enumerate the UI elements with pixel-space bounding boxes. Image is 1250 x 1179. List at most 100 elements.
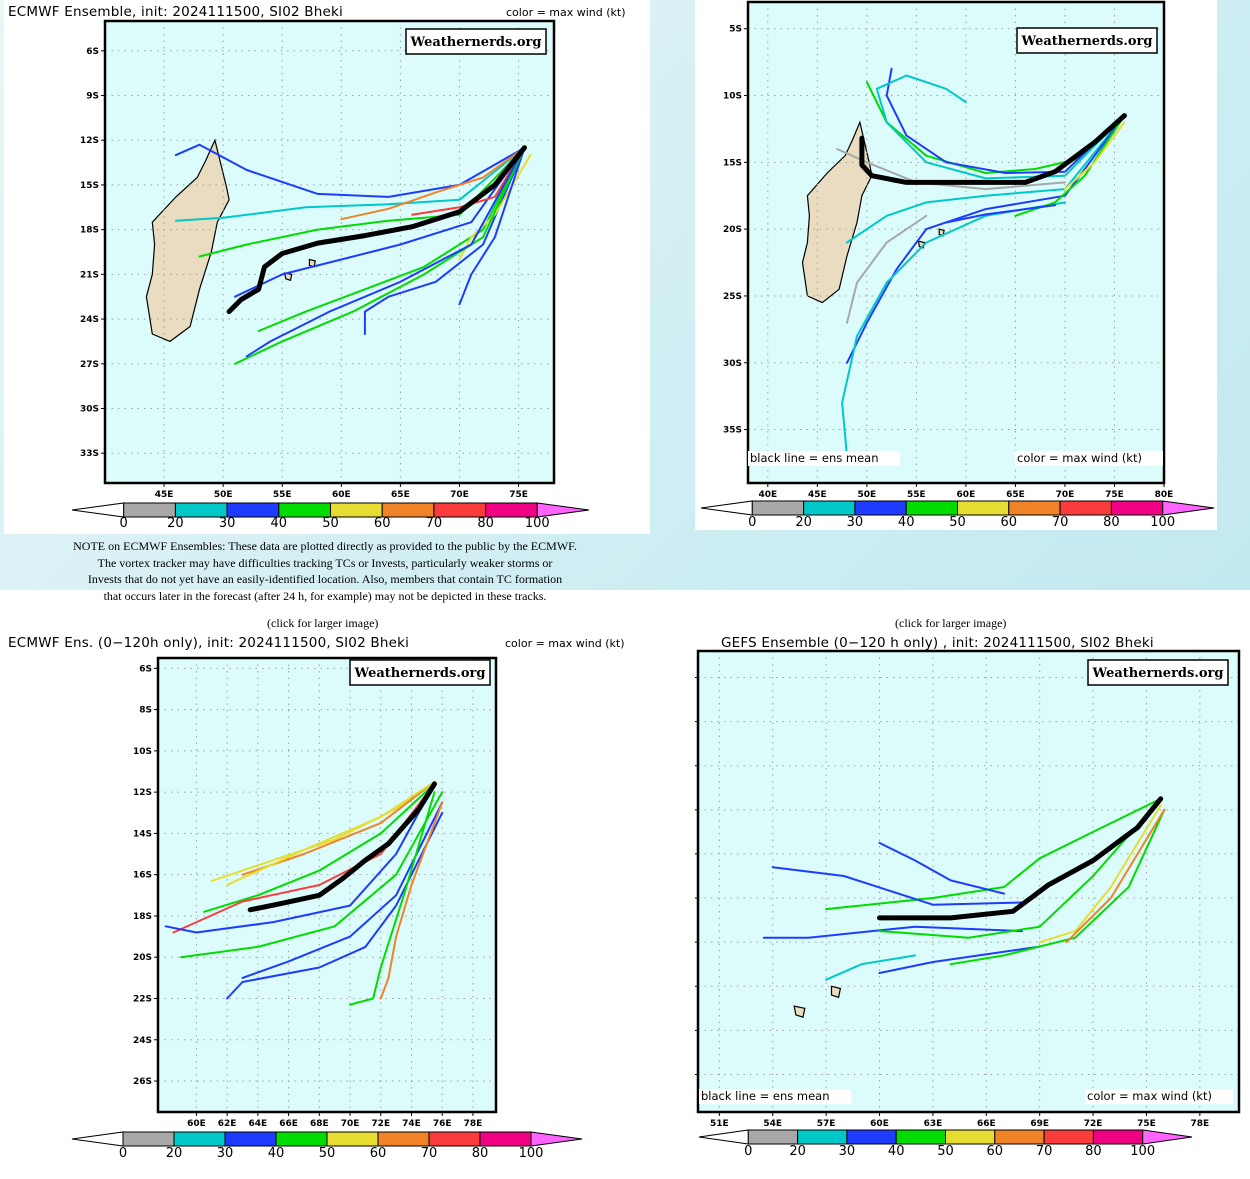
color-legend-caption: color = max wind (kt) bbox=[506, 6, 626, 19]
color-legend-box bbox=[1015, 451, 1163, 466]
colorbar-label: 80 bbox=[477, 516, 494, 531]
y-tick-label: 8S bbox=[139, 706, 152, 716]
y-tick-label: 20S bbox=[133, 953, 152, 963]
colorbar-max-triangle bbox=[530, 1131, 583, 1147]
ensemble-mean-track bbox=[226, 145, 527, 315]
colorbar-label: 30 bbox=[217, 1146, 234, 1161]
color-legend-text: color = max wind (kt) bbox=[1017, 451, 1142, 465]
colorbar-max-triangle bbox=[1162, 500, 1215, 516]
grid-lines bbox=[158, 658, 496, 1112]
colorbar-label: 0 bbox=[120, 516, 128, 531]
member-track bbox=[226, 780, 436, 886]
colorbar-segment bbox=[174, 502, 228, 518]
colorbar-segment bbox=[895, 1129, 946, 1145]
x-tick-label: 50E bbox=[214, 490, 233, 500]
colorbar-label: 70 bbox=[1036, 1144, 1053, 1159]
click-for-larger-link-gefs[interactable]: (click for larger image) bbox=[895, 616, 1007, 630]
colorbar-segment bbox=[433, 502, 487, 518]
landmass-group bbox=[793, 985, 842, 1018]
x-tick-label: 60E bbox=[187, 1119, 206, 1129]
ecmwf-ensemble-panel[interactable]: ECMWF Ensemble, init: 2024111500, SI02 B… bbox=[4, 0, 650, 534]
gefs-ensemble-panel[interactable]: GEFS Ensemble, init: 2024111500, SI02 Bh… bbox=[695, 0, 1217, 530]
colorbar-segment bbox=[1110, 500, 1164, 516]
member-track bbox=[241, 801, 444, 979]
member-track bbox=[226, 811, 444, 1000]
click-for-larger-link-ecmwf[interactable]: (click for larger image) bbox=[267, 616, 379, 630]
reunion-land bbox=[283, 272, 293, 282]
y-tick-label: 12S bbox=[133, 788, 152, 798]
y-tick-label: 18S bbox=[133, 912, 152, 922]
y-tick-label: 24S bbox=[133, 1036, 152, 1046]
x-tick-label: 75E bbox=[509, 490, 528, 500]
colorbar-label: 60 bbox=[987, 1144, 1004, 1159]
watermark-box bbox=[405, 28, 547, 55]
y-tick-label: 26S bbox=[133, 1077, 152, 1087]
colorbar-max-triangle bbox=[536, 502, 590, 518]
x-tick-label: 66E bbox=[977, 1119, 996, 1129]
y-tick-label: 16S bbox=[133, 871, 152, 881]
member-track bbox=[945, 204, 1056, 224]
gefs-120h-panel[interactable]: GEFS Ensemble (0−120 h only) , init: 202… bbox=[695, 632, 1250, 1179]
ensemble-mean-track bbox=[859, 113, 1127, 185]
colorbar-segment bbox=[945, 1129, 996, 1145]
grid-lines bbox=[698, 651, 1239, 1112]
x-tick-label: 74E bbox=[402, 1119, 421, 1129]
colorbar-label: 40 bbox=[271, 516, 288, 531]
y-tick-label: 30S bbox=[80, 404, 99, 414]
member-track bbox=[180, 791, 444, 959]
note-line: NOTE on ECMWF Ensembles: These data are … bbox=[73, 539, 577, 553]
y-tick-label: 18S bbox=[80, 226, 99, 236]
colorbar-label: 20 bbox=[795, 515, 812, 530]
colorbar-label: 40 bbox=[268, 1146, 285, 1161]
y-tick-label: 25S bbox=[723, 292, 742, 302]
member-track bbox=[1038, 804, 1162, 944]
y-tick-label: 33S bbox=[80, 449, 99, 459]
member-track bbox=[257, 146, 526, 332]
colorbar-segment bbox=[479, 1131, 532, 1147]
y-tick-label: 10S bbox=[723, 92, 742, 102]
colorbar-label: 70 bbox=[421, 1146, 438, 1161]
colorbar-segment bbox=[803, 500, 856, 516]
member-tracks bbox=[174, 143, 532, 365]
member-track bbox=[363, 146, 526, 335]
panel-title: GEFS Ensemble (0−120 h only) , init: 202… bbox=[721, 635, 1154, 651]
note-line: The vortex tracker may have difficulties… bbox=[97, 555, 553, 570]
colorbar-label: 20 bbox=[789, 1144, 806, 1159]
colorbar-max-triangle bbox=[1142, 1129, 1193, 1145]
colorbar-segment bbox=[377, 1131, 430, 1147]
colorbar-segment bbox=[326, 1131, 379, 1147]
member-track bbox=[245, 146, 526, 358]
colorbar-min-triangle bbox=[71, 1131, 124, 1147]
x-tick-label: 72E bbox=[371, 1119, 390, 1129]
x-tick-label: 68E bbox=[310, 1119, 329, 1129]
y-tick-label: 24S bbox=[80, 315, 99, 325]
color-legend-box bbox=[1085, 1089, 1233, 1104]
mean-legend-box bbox=[748, 451, 900, 466]
colorbar-label: 100 bbox=[1130, 1144, 1155, 1159]
ecmwf-120h-panel[interactable]: ECMWF Ens. (0−120h only), init: 20241115… bbox=[0, 632, 650, 1179]
x-tick-label: 54E bbox=[763, 1119, 782, 1129]
colorbar-segment bbox=[1092, 1129, 1144, 1145]
x-tick-label: 65E bbox=[1006, 490, 1025, 500]
plot-frame bbox=[103, 19, 556, 485]
member-track bbox=[174, 146, 526, 222]
colorbar-label: 0 bbox=[744, 1144, 752, 1159]
colorbar-label: 100 bbox=[519, 1146, 544, 1161]
ensemble-mean-track bbox=[247, 781, 437, 913]
y-tick-label: 9S bbox=[86, 92, 99, 102]
colorbar-segment bbox=[854, 500, 907, 516]
member-track bbox=[1064, 121, 1126, 191]
member-track bbox=[379, 801, 444, 1000]
colorbar-segment bbox=[957, 500, 1010, 516]
colorbar-segment bbox=[226, 502, 280, 518]
member-track bbox=[878, 945, 1041, 974]
x-tick-label: 70E bbox=[1056, 490, 1075, 500]
note-line: Invests that do not yet have an easily-i… bbox=[87, 572, 563, 586]
colorbar-min-triangle bbox=[698, 1129, 749, 1145]
colorbar-label: 30 bbox=[219, 516, 236, 531]
colorbar-segment bbox=[1043, 1129, 1094, 1145]
member-track bbox=[234, 146, 526, 365]
x-tick-label: 60E bbox=[957, 490, 976, 500]
member-track bbox=[878, 797, 1162, 939]
colorbar-label: 20 bbox=[166, 1146, 183, 1161]
